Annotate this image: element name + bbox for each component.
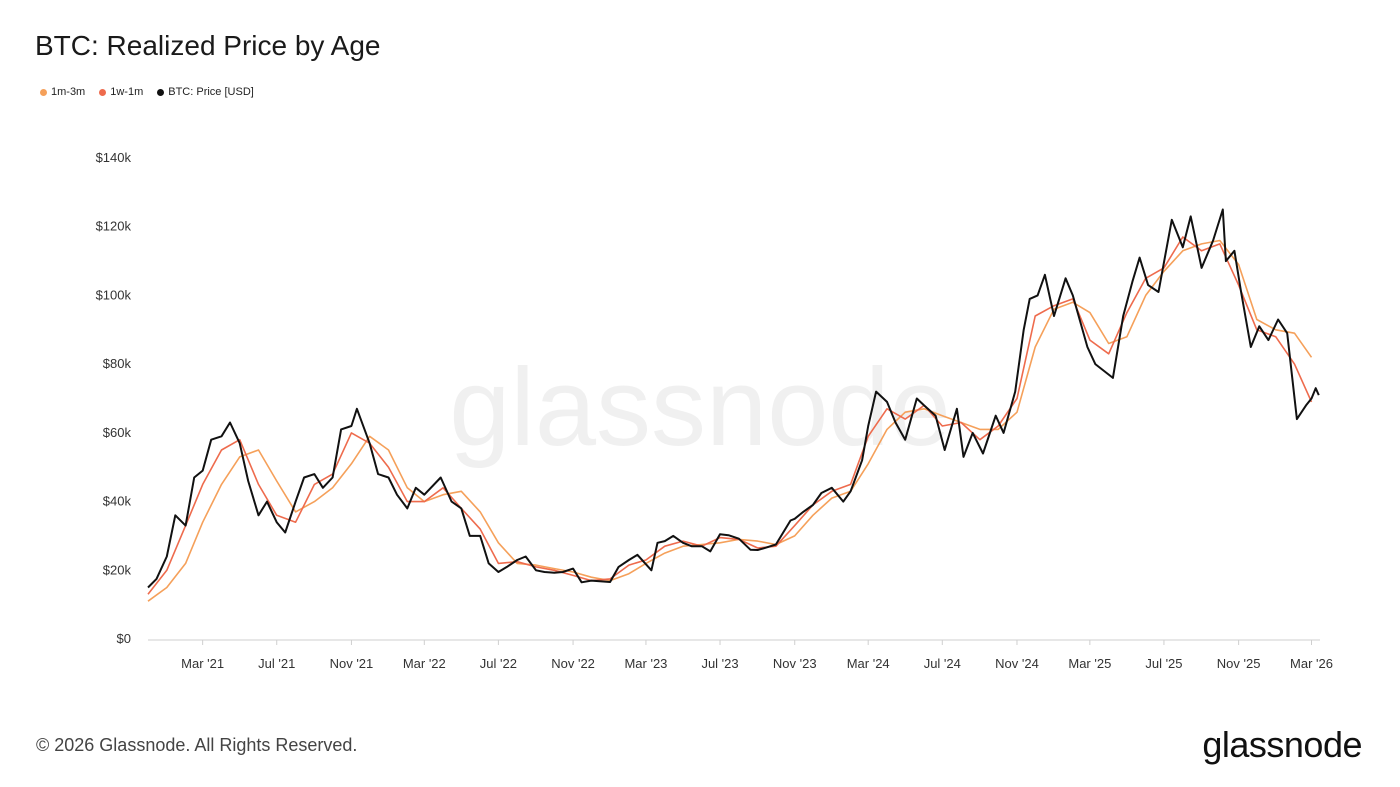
x-axis: Mar '21 Jul '21 Nov '21 Mar '22 Jul '22 Nov '… bbox=[181, 640, 1333, 671]
x-tick-label: Nov '21 bbox=[330, 656, 374, 671]
legend-swatch bbox=[40, 88, 47, 96]
y-tick-label: $40k bbox=[103, 494, 132, 509]
x-tick-label: Mar '26 bbox=[1290, 656, 1333, 671]
legend-label: 1m-3m bbox=[51, 86, 86, 98]
series-group bbox=[147, 208, 1320, 602]
y-axis: $0 $20k $40k $60k $80k $100k $120k $140k bbox=[96, 150, 132, 646]
legend: 1m-3m 1w-1m BTC: Price [USD] bbox=[40, 86, 254, 98]
x-tick-label: Mar '25 bbox=[1068, 656, 1111, 671]
legend-label: 1w-1m bbox=[110, 86, 144, 98]
brand-logo: glassnode bbox=[1202, 724, 1362, 765]
x-tick-label: Jul '21 bbox=[258, 656, 295, 671]
series-line-1w-1m[interactable] bbox=[147, 236, 1313, 595]
legend-swatch bbox=[99, 88, 107, 96]
x-tick-label: Mar '23 bbox=[624, 656, 667, 671]
y-tick-label: $100k bbox=[96, 287, 132, 302]
legend-item-btc-price[interactable]: BTC: Price [USD] bbox=[157, 86, 254, 98]
y-tick-label: $60k bbox=[103, 425, 132, 440]
watermark: glassnode bbox=[449, 346, 951, 469]
x-tick-label: Jul '22 bbox=[480, 656, 517, 671]
series-line-1m-3m[interactable] bbox=[147, 239, 1313, 602]
legend-item-1m-3m[interactable]: 1m-3m bbox=[40, 86, 85, 98]
legend-label: BTC: Price [USD] bbox=[168, 86, 254, 98]
x-tick-label: Nov '25 bbox=[1217, 656, 1261, 671]
x-tick-label: Jul '25 bbox=[1145, 656, 1182, 671]
series-line-btc-price[interactable] bbox=[147, 208, 1320, 589]
legend-item-1w-1m[interactable]: 1w-1m bbox=[99, 86, 143, 98]
y-tick-label: $120k bbox=[96, 219, 132, 234]
legend-swatch bbox=[157, 88, 165, 96]
y-tick-label: $140k bbox=[96, 150, 132, 165]
x-tick-label: Jul '23 bbox=[701, 656, 738, 671]
x-tick-label: Mar '22 bbox=[403, 656, 446, 671]
chart-title: BTC: Realized Price by Age bbox=[35, 30, 381, 61]
x-tick-label: Jul '24 bbox=[924, 656, 961, 671]
y-tick-label: $0 bbox=[117, 631, 131, 646]
x-tick-label: Mar '21 bbox=[181, 656, 224, 671]
x-tick-label: Nov '23 bbox=[773, 656, 817, 671]
y-tick-label: $20k bbox=[103, 562, 132, 577]
x-tick-label: Mar '24 bbox=[847, 656, 890, 671]
copyright-text: © 2026 Glassnode. All Rights Reserved. bbox=[36, 735, 358, 755]
x-tick-label: Nov '22 bbox=[551, 656, 595, 671]
y-tick-label: $80k bbox=[103, 356, 132, 371]
x-tick-label: Nov '24 bbox=[995, 656, 1039, 671]
